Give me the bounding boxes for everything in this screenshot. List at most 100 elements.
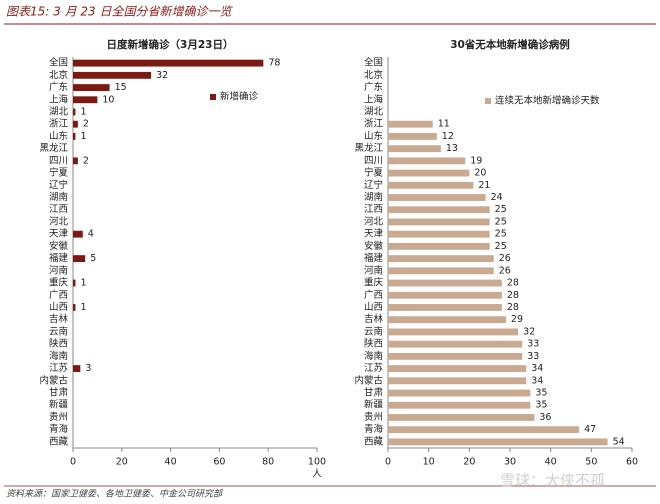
page-title: 图表15: 3 月 23 日全国分省新增确诊一览 (6, 5, 233, 19)
value-label: 2 (83, 155, 89, 166)
value-label: 35 (535, 388, 547, 399)
bar (388, 401, 531, 409)
value-label: 25 (495, 216, 507, 227)
y-tick-label: 湖南 (364, 191, 383, 203)
chart-title: 日度新增确诊（3月23日） (107, 38, 234, 51)
value-label: 3 (85, 363, 91, 374)
x-tick-label: 20 (463, 457, 475, 468)
y-tick-label: 山东 (364, 130, 383, 142)
y-tick-label: 福建 (364, 252, 384, 264)
y-tick-label: 辽宁 (364, 179, 383, 191)
value-label: 32 (156, 70, 168, 81)
value-label: 1 (80, 106, 86, 117)
legend-swatch (485, 98, 491, 104)
value-label: 24 (491, 192, 503, 203)
x-tick-label: 10 (423, 457, 435, 468)
value-label: 32 (523, 326, 535, 337)
y-tick-label: 吉林 (364, 313, 384, 325)
bar (388, 242, 490, 250)
value-label: 47 (584, 424, 596, 435)
y-tick-label: 安徽 (49, 240, 69, 252)
y-tick-label: 辽宁 (49, 179, 68, 191)
x-tick-label: 60 (213, 457, 225, 468)
y-tick-label: 湖北 (49, 106, 69, 117)
y-tick-label: 河南 (364, 264, 383, 276)
y-tick-label: 内蒙古 (354, 374, 383, 386)
y-tick-label: 广西 (364, 289, 383, 301)
y-tick-label: 上海 (49, 93, 69, 105)
bar (73, 108, 76, 116)
x-tick-label: 40 (545, 457, 557, 468)
y-tick-label: 山东 (49, 130, 68, 142)
bar (388, 206, 490, 214)
bar (73, 120, 78, 128)
y-tick-label: 全国 (364, 57, 383, 69)
x-tick-label: 20 (116, 457, 128, 468)
x-tick-label: 40 (165, 457, 177, 468)
y-tick-label: 新疆 (364, 399, 384, 411)
y-tick-label: 江苏 (49, 362, 69, 374)
value-label: 20 (474, 168, 486, 179)
bar (388, 291, 502, 299)
bar (388, 328, 519, 336)
value-label: 34 (531, 375, 543, 386)
x-tick-label: 60 (626, 457, 638, 468)
bar (73, 255, 86, 263)
bar (73, 157, 78, 165)
value-label: 11 (438, 119, 450, 130)
y-tick-label: 四川 (364, 155, 383, 166)
y-tick-label: 宁夏 (364, 167, 384, 179)
y-tick-label: 西藏 (49, 435, 69, 447)
legend-swatch (210, 94, 216, 100)
x-axis-label: 人 (312, 469, 322, 480)
y-tick-label: 西藏 (364, 435, 384, 447)
bar (73, 365, 81, 372)
value-label: 26 (499, 265, 511, 276)
bar (388, 230, 490, 238)
x-tick-label: 100 (308, 457, 326, 468)
watermark: 雪球：大侠不孤 (500, 472, 605, 490)
value-label: 33 (527, 339, 539, 350)
y-tick-label: 江西 (49, 204, 68, 215)
bar (388, 340, 523, 348)
value-label: 78 (268, 58, 280, 69)
value-label: 10 (102, 94, 114, 105)
bar (388, 279, 502, 287)
bar (388, 218, 490, 226)
y-tick-label: 青海 (49, 423, 69, 435)
bar (388, 267, 494, 275)
legend-label: 新增确诊 (220, 91, 259, 103)
y-tick-label: 陕西 (49, 338, 68, 350)
y-tick-label: 全国 (49, 57, 68, 69)
y-tick-label: 陕西 (364, 338, 383, 350)
y-tick-label: 河北 (49, 215, 69, 227)
value-label: 25 (495, 241, 507, 252)
bar (388, 316, 506, 324)
x-tick-label: 50 (585, 457, 597, 468)
y-tick-label: 重庆 (49, 277, 69, 289)
legend-label: 连续无本地新增确诊天数 (495, 95, 600, 107)
y-tick-label: 甘肃 (364, 387, 383, 399)
value-label: 25 (495, 229, 507, 240)
y-tick-label: 青海 (364, 423, 384, 435)
y-tick-label: 安徽 (364, 240, 384, 252)
value-label: 21 (478, 180, 490, 191)
y-tick-label: 黑龙江 (354, 142, 383, 154)
y-tick-label: 湖北 (364, 106, 384, 117)
bar (388, 120, 433, 128)
value-label: 13 (446, 143, 458, 154)
y-tick-label: 浙江 (364, 118, 384, 130)
y-tick-label: 福建 (49, 252, 69, 264)
y-tick-label: 贵州 (364, 411, 383, 423)
bar (388, 133, 437, 140)
bar (388, 377, 527, 385)
y-tick-label: 天津 (364, 229, 384, 240)
y-tick-label: 河南 (49, 264, 68, 276)
y-tick-label: 天津 (49, 229, 69, 240)
bar (388, 255, 494, 263)
x-tick-label: 0 (385, 457, 391, 468)
y-tick-label: 河北 (364, 215, 384, 227)
y-tick-label: 江西 (364, 204, 383, 215)
x-tick-label: 30 (504, 457, 516, 468)
